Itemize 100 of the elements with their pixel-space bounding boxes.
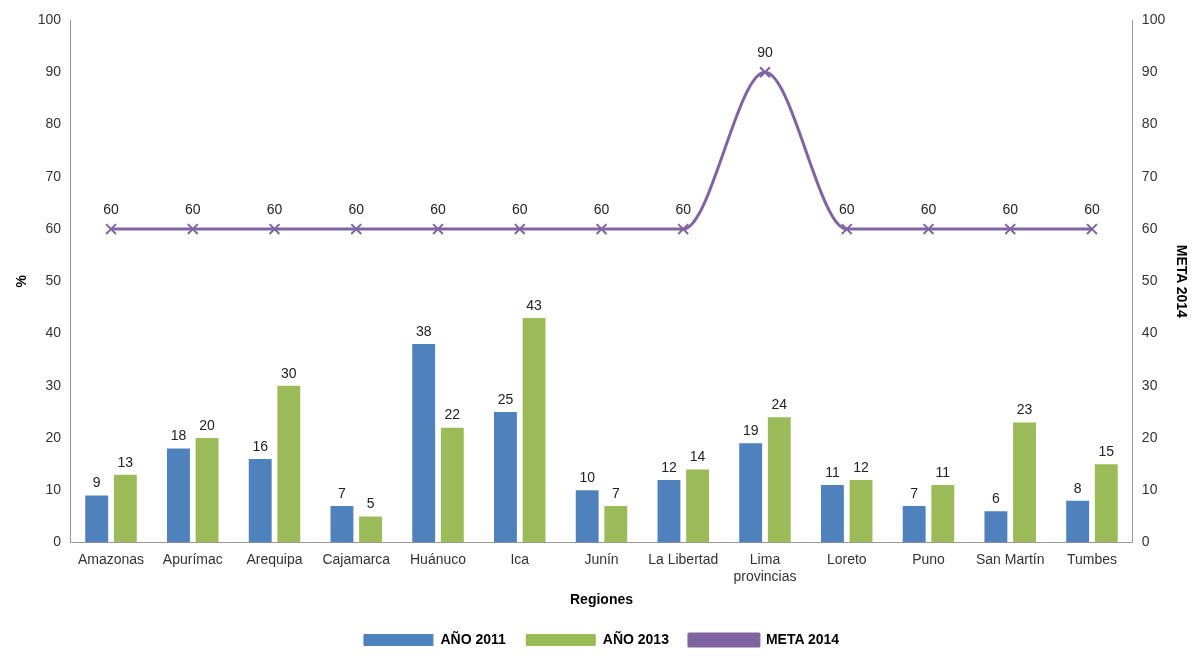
x-tick-label: Junín: [584, 550, 619, 567]
data-label: 60: [103, 200, 120, 217]
y-axis-title: %: [13, 274, 30, 288]
data-label: 90: [757, 44, 773, 61]
data-label: 60: [920, 200, 937, 217]
y2-tick-label: 90: [1141, 63, 1158, 80]
x-axis-title: Regiones: [569, 591, 634, 608]
data-label: 8: [1073, 479, 1082, 496]
data-label: 22: [444, 406, 461, 423]
data-label: 60: [511, 200, 528, 217]
data-label: 60: [593, 200, 610, 217]
data-label: 23: [1016, 401, 1033, 418]
x-tick-label: Puno: [912, 550, 946, 567]
x-tick-label: Loreto: [826, 550, 867, 567]
y-tick-label: 60: [45, 219, 62, 236]
legend-label: META 2014: [765, 630, 840, 647]
bar: [167, 448, 190, 543]
x-tick-label: Apurímac: [162, 550, 223, 567]
data-label: 60: [675, 200, 692, 217]
bar: [931, 485, 955, 543]
y2-tick-label: 100: [1141, 10, 1166, 27]
x-tick-label: Amazonas: [77, 550, 145, 567]
bar: [522, 317, 546, 543]
bar: [113, 474, 137, 543]
bar: [440, 427, 464, 543]
data-label: 12: [853, 458, 870, 475]
data-label: 7: [611, 484, 620, 501]
data-label: 15: [1098, 443, 1115, 460]
x-tick-label: Ica: [510, 550, 530, 567]
y-tick-label: 20: [45, 428, 62, 445]
data-label: 43: [526, 296, 543, 313]
bar: [820, 485, 844, 543]
bar: [1066, 500, 1090, 543]
bar: [657, 479, 681, 543]
data-label: 18: [170, 427, 187, 444]
bar: [494, 411, 517, 543]
bar: [277, 385, 301, 543]
x-tick-label: San Martín: [975, 550, 1045, 567]
y-tick-label: 10: [45, 481, 62, 498]
data-label: 60: [1002, 200, 1019, 217]
y2-tick-label: 20: [1141, 428, 1158, 445]
y-tick-label: 80: [45, 115, 62, 132]
bar: [359, 516, 383, 543]
bar: [604, 506, 628, 543]
x-tick-label: La Libertad: [648, 550, 719, 567]
bar: [849, 479, 873, 543]
bar: [902, 506, 926, 543]
data-label: 7: [910, 484, 919, 501]
data-label: 14: [689, 448, 706, 465]
bar: [1094, 464, 1118, 543]
data-label: 24: [771, 396, 788, 413]
data-label: 11: [825, 463, 840, 480]
y2-axis-title: META 2014: [1173, 244, 1190, 319]
data-label: 12: [661, 458, 677, 475]
data-label: 19: [742, 422, 759, 439]
data-label: 16: [252, 437, 269, 454]
data-label: 7: [338, 484, 347, 501]
bar: [412, 344, 436, 543]
data-label: 11: [935, 463, 951, 480]
data-label: 60: [838, 200, 855, 217]
y-tick-label: 30: [45, 376, 62, 393]
bar: [686, 469, 709, 543]
data-label: 5: [366, 495, 375, 512]
data-label: 6: [992, 490, 1001, 507]
y-tick-label: 100: [37, 10, 62, 27]
data-label: 60: [1084, 200, 1100, 217]
legend-label: AÑO 2013: [602, 629, 670, 647]
bar: [739, 443, 763, 543]
x-tick-label: Tumbes: [1066, 550, 1117, 567]
y-tick-label: 0: [53, 533, 62, 550]
x-tick-label: Cajamarca: [322, 550, 391, 567]
y2-tick-label: 10: [1141, 481, 1158, 498]
legend-label: AÑO 2011: [440, 629, 506, 647]
y2-tick-label: 70: [1141, 167, 1158, 184]
y2-tick-label: 40: [1141, 324, 1158, 341]
bar: [248, 458, 272, 543]
y2-tick-label: 30: [1141, 376, 1158, 393]
y2-tick-label: 80: [1141, 115, 1158, 132]
data-label: 25: [497, 390, 514, 407]
data-label: 9: [92, 474, 101, 491]
y-tick-label: 50: [45, 272, 62, 289]
bar: [767, 417, 791, 543]
data-label: 13: [117, 453, 134, 470]
y2-tick-label: 50: [1141, 272, 1158, 289]
data-label: 60: [184, 200, 201, 217]
bar: [575, 490, 599, 543]
x-tick-label: Arequipa: [246, 550, 303, 567]
bar: [1013, 422, 1036, 543]
y2-tick-label: 60: [1141, 219, 1158, 236]
data-label: 30: [281, 364, 297, 381]
y-tick-label: 90: [45, 63, 62, 80]
bar: [85, 495, 109, 543]
y-tick-label: 40: [45, 324, 62, 341]
data-label: 38: [415, 322, 432, 339]
bar: [330, 506, 354, 543]
x-tick-label: Huánuco: [409, 550, 467, 567]
data-label: 20: [199, 416, 216, 433]
data-label: 60: [348, 200, 365, 217]
y-tick-label: 70: [45, 167, 62, 184]
data-label: 10: [579, 469, 596, 486]
